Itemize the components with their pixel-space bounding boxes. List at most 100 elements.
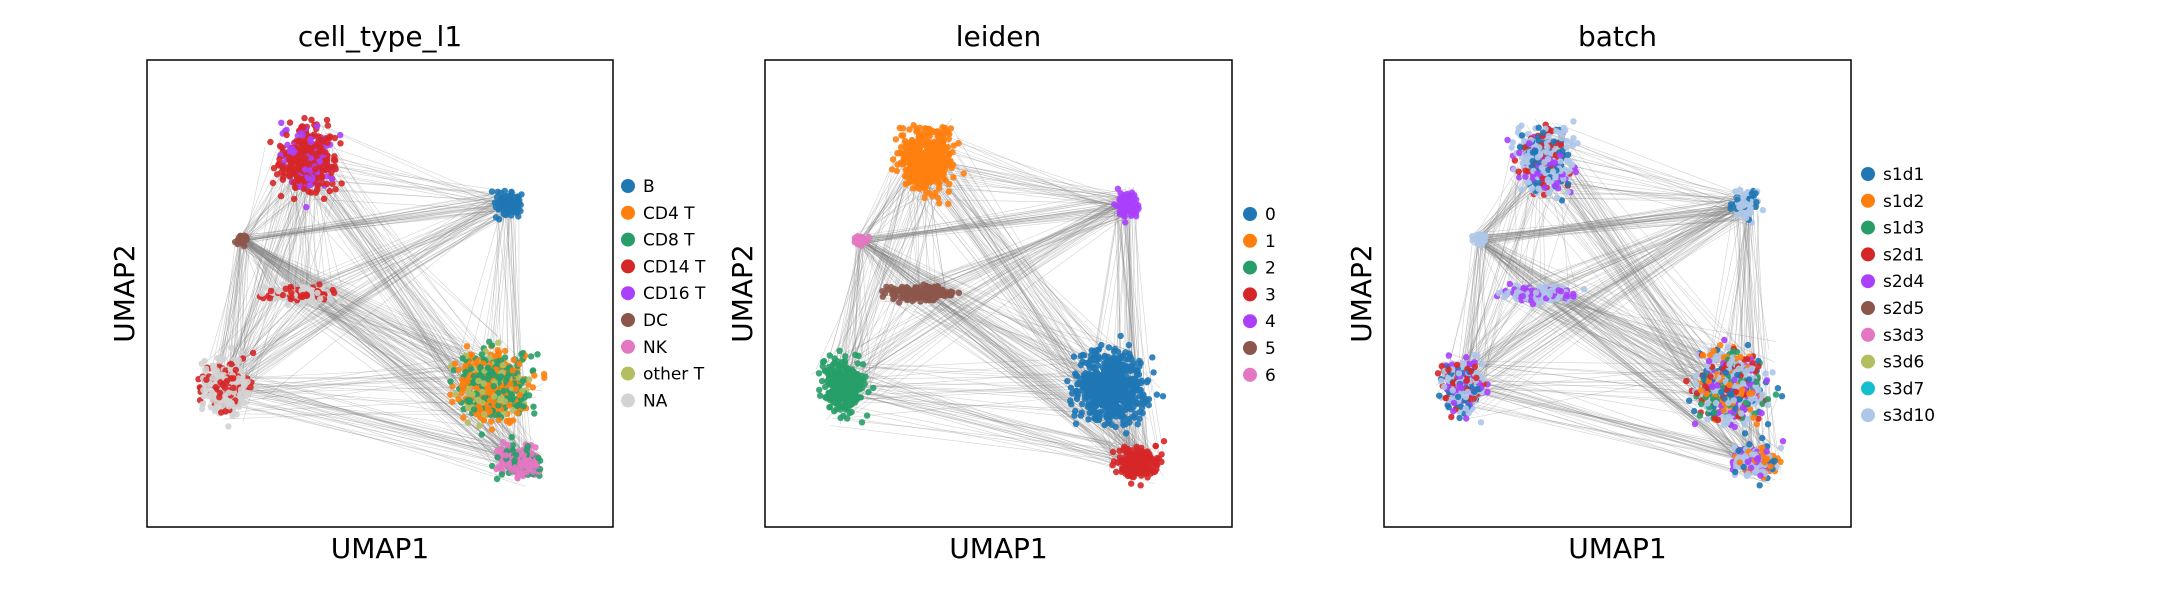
data-point: [1524, 179, 1531, 186]
data-point: [896, 299, 903, 306]
data-point: [286, 172, 293, 179]
data-point: [1734, 196, 1741, 203]
data-point: [1449, 387, 1457, 394]
data-point: [283, 131, 290, 139]
data-point: [1067, 384, 1075, 391]
x-axis-label: UMAP1: [949, 532, 1048, 565]
legend-marker: [621, 286, 635, 301]
data-point: [1465, 409, 1472, 417]
data-point: [309, 176, 316, 183]
data-point: [903, 284, 910, 291]
data-point: [945, 200, 952, 207]
data-point: [317, 295, 324, 302]
data-point: [531, 410, 538, 417]
data-point: [495, 411, 502, 418]
data-point: [1095, 346, 1103, 353]
data-point: [1150, 369, 1157, 376]
data-point: [499, 196, 506, 203]
data-point: [198, 360, 205, 367]
legend-label: NK: [643, 338, 668, 358]
legend-label: NA: [643, 391, 668, 411]
data-point: [1120, 413, 1127, 420]
data-point: [1126, 350, 1133, 357]
data-point: [1495, 290, 1503, 297]
data-point: [515, 213, 522, 220]
plot-area: [1434, 118, 1787, 489]
data-point: [835, 376, 843, 384]
data-point: [199, 401, 206, 408]
data-point: [1563, 137, 1571, 145]
data-point: [227, 344, 235, 351]
data-point: [1453, 361, 1461, 369]
data-point: [1473, 374, 1480, 381]
data-point: [490, 383, 497, 390]
data-point: [1088, 401, 1096, 408]
data-point: [314, 289, 321, 297]
panel-title: leiden: [956, 20, 1042, 53]
data-point: [932, 189, 939, 196]
data-point: [904, 149, 911, 157]
data-point: [1541, 184, 1548, 191]
data-point: [921, 182, 928, 189]
data-point: [320, 195, 328, 202]
legend-marker: [1243, 367, 1257, 382]
data-point: [494, 454, 501, 461]
data-point: [1724, 344, 1732, 351]
data-point: [1462, 393, 1470, 401]
data-point: [1437, 377, 1445, 385]
data-point: [894, 161, 901, 168]
data-point: [1068, 401, 1075, 408]
data-point: [1526, 140, 1533, 147]
data-point: [854, 386, 861, 393]
data-point: [331, 134, 339, 142]
data-point: [1742, 214, 1750, 222]
data-point: [490, 371, 498, 378]
data-point: [1566, 157, 1573, 165]
data-point: [887, 283, 895, 291]
data-point: [916, 179, 923, 186]
data-point: [1092, 414, 1099, 422]
data-point: [200, 392, 207, 400]
data-point: [926, 132, 933, 140]
legend-label: CD8 T: [643, 231, 695, 251]
point-cloud: [815, 122, 1168, 489]
data-point: [495, 416, 502, 423]
legend-label: 1: [1265, 232, 1276, 252]
data-point: [1563, 143, 1571, 151]
data-point: [1110, 374, 1118, 382]
data-point: [492, 214, 500, 221]
panel-title: cell_type_l1: [298, 20, 462, 53]
data-point: [1081, 395, 1089, 402]
data-point: [1521, 157, 1528, 165]
data-point: [950, 142, 957, 149]
legend-marker: [1243, 314, 1257, 329]
data-point: [466, 397, 473, 404]
data-point: [945, 291, 953, 299]
legend-marker: [621, 259, 635, 274]
data-point: [1144, 377, 1152, 384]
data-point: [911, 139, 918, 146]
data-point: [1441, 383, 1448, 391]
data-point: [1721, 336, 1728, 344]
data-point: [511, 457, 518, 464]
data-point: [465, 389, 472, 397]
y-axis-label: UMAP2: [726, 244, 759, 343]
data-point: [1099, 373, 1107, 380]
data-point: [332, 186, 339, 193]
data-point: [500, 210, 508, 218]
data-point: [306, 181, 314, 189]
data-point: [516, 360, 523, 368]
data-point: [1109, 448, 1117, 456]
data-point: [1071, 412, 1078, 419]
data-point: [1106, 394, 1114, 402]
data-point: [909, 185, 917, 192]
data-point: [520, 451, 527, 458]
data-point: [1535, 185, 1542, 192]
data-point: [1073, 387, 1080, 395]
data-point: [879, 293, 886, 300]
data-point: [1536, 158, 1543, 166]
data-point: [1456, 382, 1463, 389]
data-point: [1094, 377, 1101, 384]
data-point: [506, 402, 513, 409]
data-point: [512, 451, 520, 458]
